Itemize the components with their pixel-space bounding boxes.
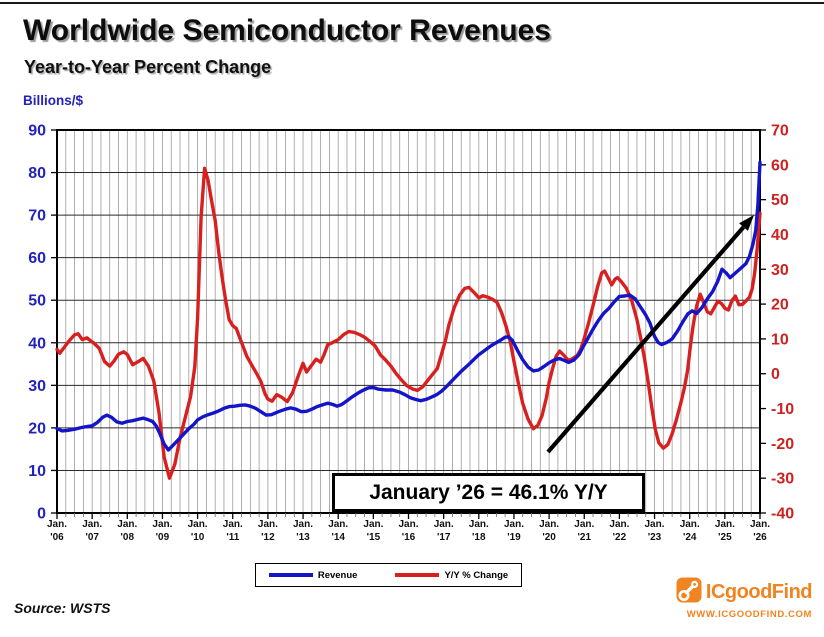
svg-text:Jan.: Jan. (258, 519, 278, 530)
svg-text:0: 0 (37, 506, 46, 523)
svg-text:'15: '15 (367, 532, 381, 543)
svg-text:Jan.: Jan. (504, 519, 524, 530)
page-subtitle: Year-to-Year Percent Change (24, 57, 272, 77)
svg-text:'17: '17 (437, 532, 451, 543)
svg-text:Jan.: Jan. (609, 519, 629, 530)
left-axis-unit-label: Billions/$ (23, 93, 84, 108)
svg-text:70: 70 (28, 208, 46, 225)
svg-text:Jan.: Jan. (539, 519, 559, 530)
svg-text:-40: -40 (771, 506, 794, 523)
svg-text:Jan.: Jan. (47, 519, 67, 530)
svg-text:'21: '21 (578, 532, 592, 543)
vertical-gridlines (65, 130, 752, 513)
axis-ticks (51, 129, 766, 519)
svg-text:'18: '18 (472, 532, 486, 543)
svg-text:'24: '24 (683, 532, 697, 543)
svg-text:Jan.: Jan. (644, 519, 664, 530)
annotation-text: January ’26 = 46.1% Y/Y (369, 480, 608, 504)
brand-logo: ICgoodFind WWW.ICGOODFIND.COM (676, 577, 813, 620)
svg-text:'09: '09 (156, 532, 170, 543)
legend-item-revenue: Revenue (268, 569, 358, 581)
svg-text:'16: '16 (402, 532, 416, 543)
svg-text:Jan.: Jan. (152, 519, 172, 530)
svg-text:'06: '06 (50, 532, 64, 543)
svg-text:Jan.: Jan. (363, 519, 383, 530)
svg-text:-20: -20 (771, 436, 794, 453)
revenue-line-swatch (268, 573, 313, 577)
legend: Revenue Y/Y % Change (255, 563, 522, 587)
svg-text:10: 10 (28, 463, 46, 480)
svg-text:30: 30 (28, 378, 46, 395)
svg-text:'23: '23 (648, 532, 662, 543)
brand-url: WWW.ICGOODFIND.COM (686, 609, 812, 620)
svg-text:-10: -10 (771, 401, 794, 418)
svg-text:'26: '26 (753, 532, 767, 543)
svg-text:Jan.: Jan. (293, 519, 313, 530)
svg-text:40: 40 (771, 227, 789, 244)
svg-text:Jan.: Jan. (680, 519, 700, 530)
yoy-change-line (55, 166, 762, 480)
svg-text:'14: '14 (331, 532, 345, 543)
svg-text:20: 20 (28, 420, 46, 437)
svg-text:'19: '19 (507, 532, 521, 543)
svg-text:80: 80 (28, 165, 46, 182)
svg-text:Jan.: Jan. (398, 519, 418, 530)
svg-text:'11: '11 (226, 532, 239, 543)
svg-text:60: 60 (771, 157, 789, 174)
revenue-line (55, 160, 762, 452)
svg-text:'25: '25 (718, 532, 732, 543)
page-title: Worldwide Semiconductor Revenues (23, 14, 551, 47)
svg-text:10: 10 (771, 331, 789, 348)
brand-name: ICgoodFind (705, 581, 813, 603)
svg-text:Jan.: Jan. (223, 519, 243, 530)
svg-text:90: 90 (28, 123, 46, 140)
svg-text:70: 70 (771, 123, 789, 140)
x-axis-labels: Jan. '06 Jan. '07 Jan. '08 Jan. '09 Jan. '10 Jan. '… (47, 519, 770, 543)
svg-text:Jan.: Jan. (750, 519, 770, 530)
svg-text:Jan.: Jan. (328, 519, 348, 530)
svg-text:'13: '13 (296, 532, 310, 543)
svg-text:30: 30 (771, 262, 789, 279)
svg-text:Jan.: Jan. (188, 519, 208, 530)
svg-text:50: 50 (28, 293, 46, 310)
source-label: Source: WSTS (14, 600, 111, 616)
top-border-line (0, 2, 824, 4)
svg-text:Jan.: Jan. (82, 519, 102, 530)
wrench-tool-icon (676, 577, 702, 608)
trend-arrow (546, 215, 754, 454)
legend-item-yoy: Y/Y % Change (395, 570, 508, 581)
brand-logo-row: ICgoodFind (676, 577, 813, 608)
svg-text:Jan.: Jan. (574, 519, 594, 530)
svg-text:Jan.: Jan. (434, 519, 454, 530)
svg-text:60: 60 (28, 250, 46, 267)
svg-text:'22: '22 (613, 532, 627, 543)
annotation-callout: January ’26 = 46.1% Y/Y (332, 473, 645, 512)
svg-text:'10: '10 (191, 532, 205, 543)
right-axis-labels: -40 -30 -20 -10 0 10 20 30 40 50 60 70 (771, 123, 794, 523)
svg-text:'07: '07 (85, 532, 99, 543)
svg-text:20: 20 (771, 297, 789, 314)
legend-label-yoy: Y/Y % Change (444, 569, 509, 581)
left-axis-labels: 0 10 20 30 40 50 60 70 80 90 (28, 123, 46, 523)
svg-text:'20: '20 (542, 532, 556, 543)
svg-text:40: 40 (28, 335, 46, 352)
svg-text:Jan.: Jan. (117, 519, 137, 530)
svg-text:50: 50 (771, 192, 789, 209)
svg-text:'08: '08 (121, 532, 135, 543)
svg-text:0: 0 (771, 366, 780, 383)
svg-text:'12: '12 (261, 532, 275, 543)
svg-text:Jan.: Jan. (715, 519, 735, 530)
svg-text:-30: -30 (771, 471, 794, 488)
legend-label-revenue: Revenue (317, 569, 358, 581)
svg-text:Jan.: Jan. (469, 519, 489, 530)
yoy-line-swatch (395, 573, 440, 577)
